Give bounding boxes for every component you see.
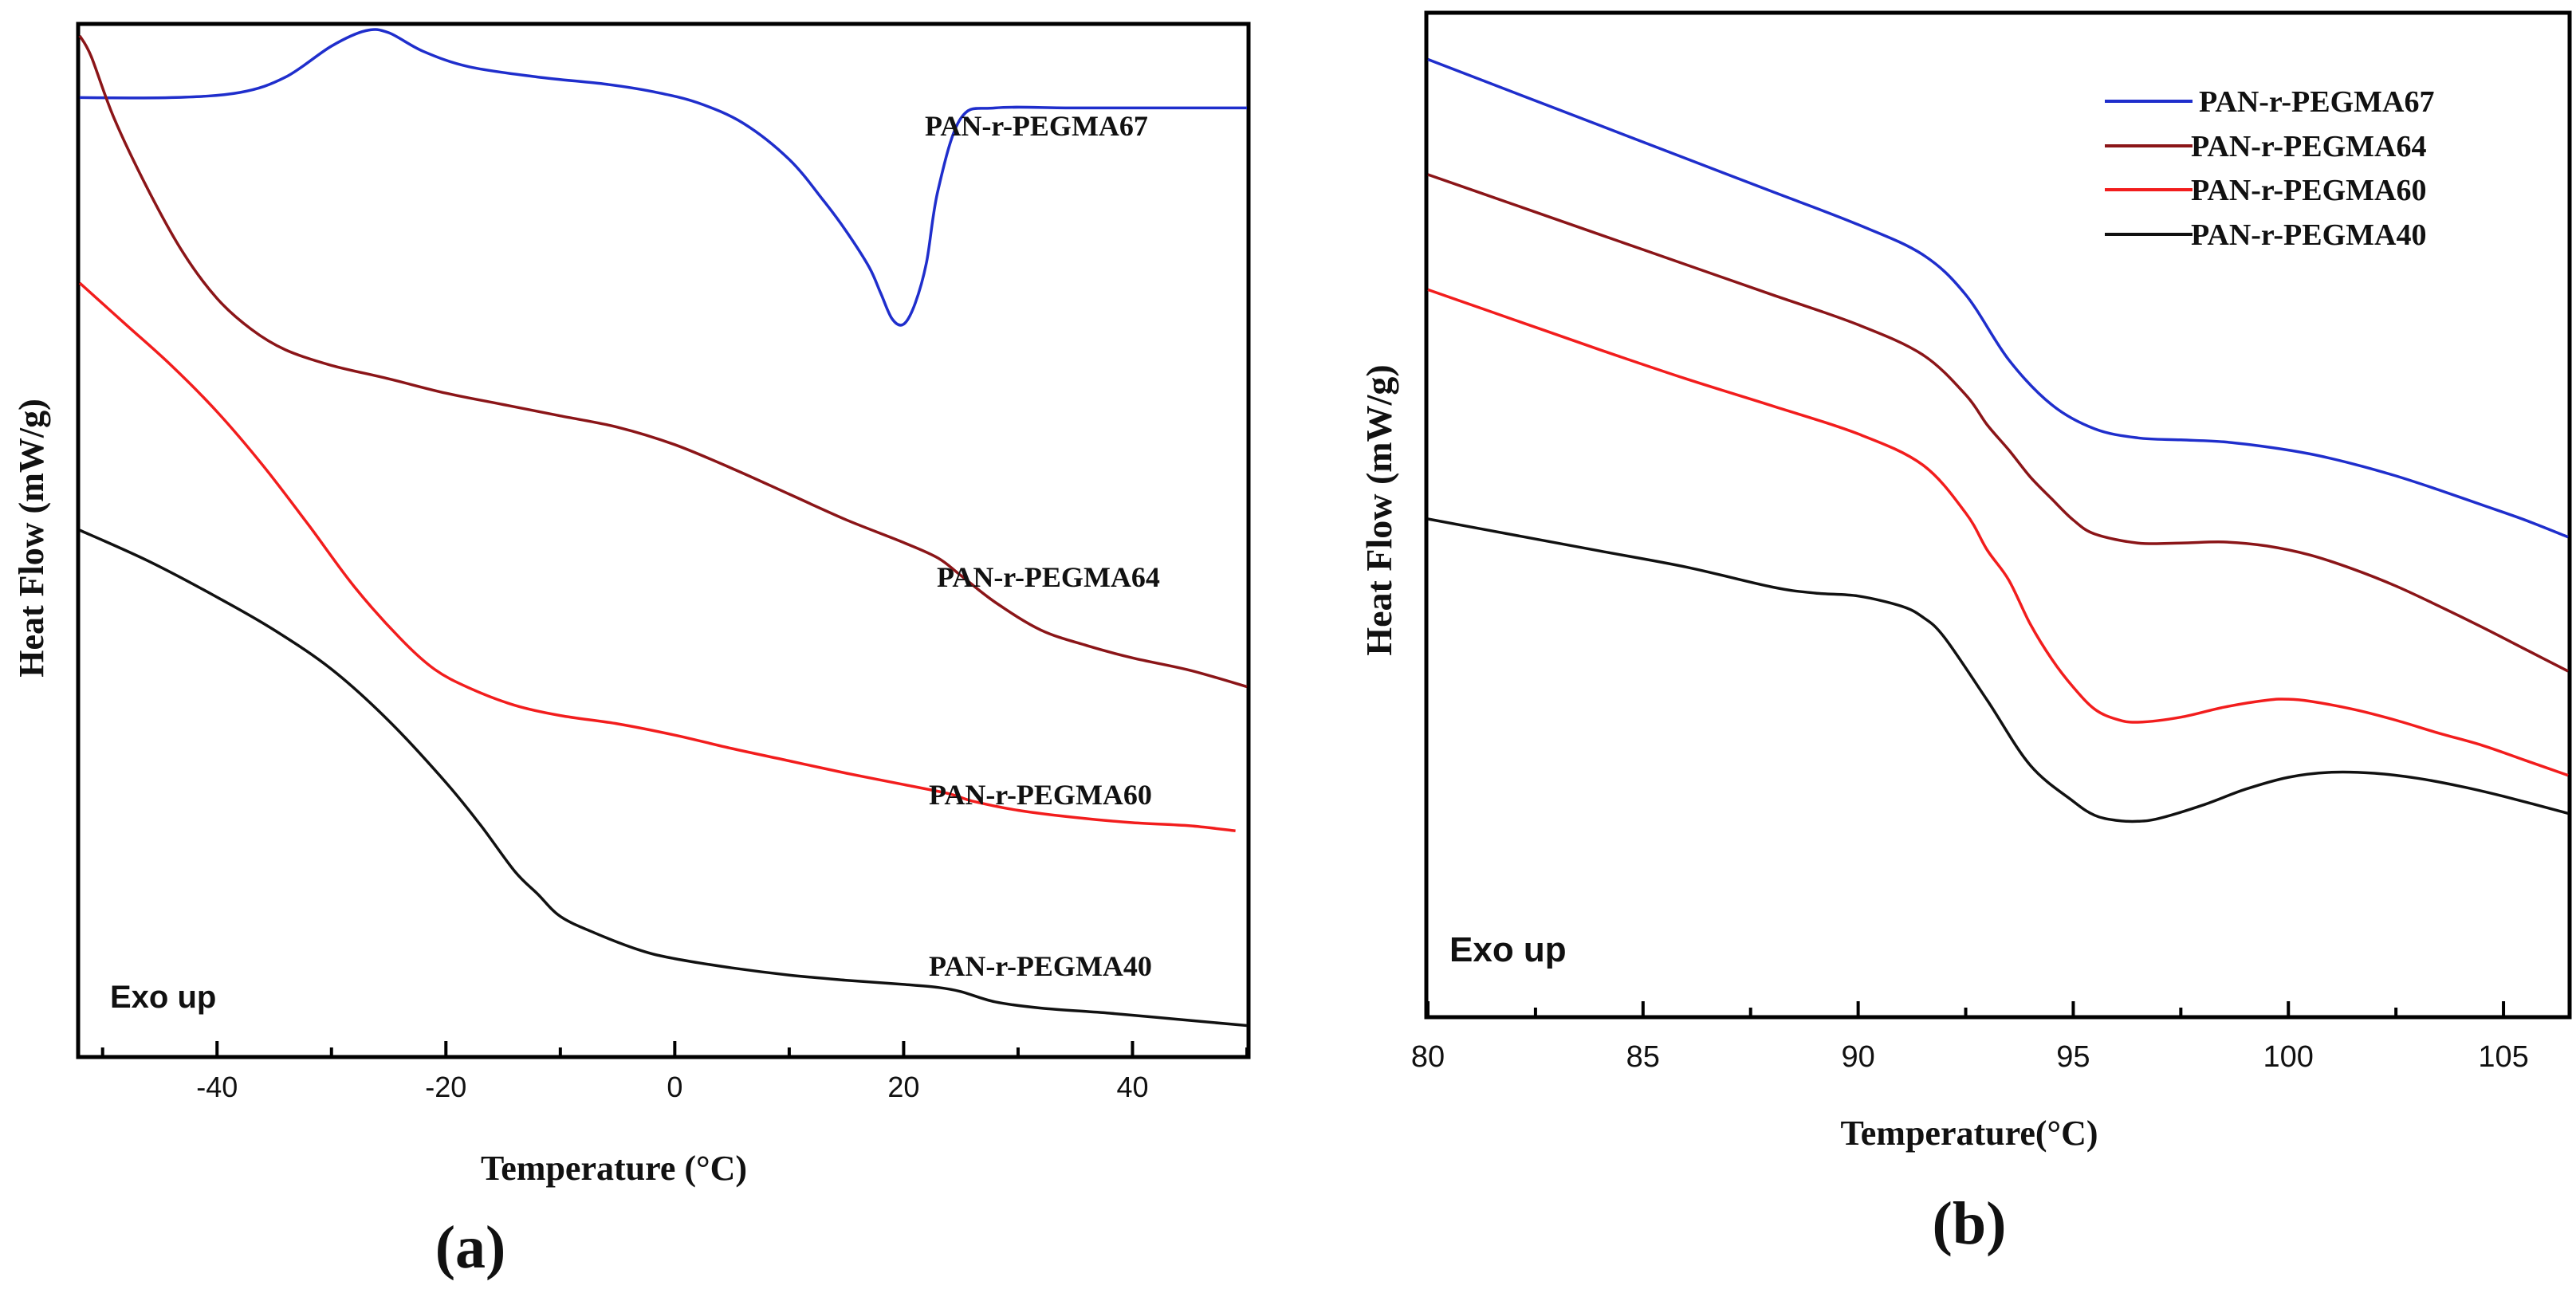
series-line-pan-r-pegma67-a (79, 28, 1247, 327)
x-tick-label-a: -40 (196, 1071, 238, 1103)
plot-frame-a (76, 22, 1251, 1059)
x-axis-title-b: Temperature(°C) (1840, 1114, 2098, 1153)
series-label-pegma64-a: PAN-r-PEGMA64 (937, 561, 1160, 593)
series-line-pan-r-pegma40-b (1427, 517, 2569, 823)
legend-label-pegma60: PAN-r-PEGMA60 (2191, 174, 2426, 207)
x-tick-label-b: 95 (2056, 1040, 2090, 1074)
series-line-pan-r-pegma60-a (78, 281, 1236, 833)
x-tick-label-a: -20 (425, 1071, 466, 1103)
exo-up-annotation-b: Exo up (1449, 930, 1567, 969)
series-line-pan-r-pegma67-b (1427, 57, 2569, 539)
series-line-pan-r-pegma64-a (78, 34, 1248, 689)
x-tick-label-b: 105 (2478, 1040, 2528, 1074)
panel-label-b: (b) (1933, 1190, 2007, 1257)
y-axis-title-a: Heat Flow (mW/g) (12, 399, 51, 677)
legend-b: PAN-r-PEGMA67 PAN-r-PEGMA64 PAN-r-PEGMA6… (2105, 85, 2434, 252)
plot-frame-b (1424, 10, 2572, 1020)
x-tick-label-b: 90 (1841, 1040, 1874, 1074)
series-label-pegma67-a: PAN-r-PEGMA67 (925, 110, 1148, 142)
panel-b: 80 85 90 95 100 105 PAN-r-PEGMA67 PAN-r-PEGMA… (1359, 10, 2572, 1257)
legend-label-pegma67: PAN-r-PEGMA67 (2199, 85, 2434, 119)
exo-up-annotation-a: Exo up (110, 980, 216, 1015)
series-group-b (1427, 57, 2569, 823)
x-tick-label-b: 80 (1411, 1040, 1445, 1074)
series-label-pegma60-a: PAN-r-PEGMA60 (929, 779, 1152, 811)
x-axis-title-a: Temperature (°C) (481, 1149, 747, 1188)
series-line-pan-r-pegma64-b (1427, 173, 2569, 673)
x-tick-label-b: 100 (2263, 1040, 2314, 1074)
x-tick-label-a: 40 (1116, 1071, 1148, 1103)
y-axis-title-b: Heat Flow (mW/g) (1359, 364, 1399, 655)
x-tick-label-a: 20 (887, 1071, 919, 1103)
series-label-pegma40-a: PAN-r-PEGMA40 (929, 950, 1152, 982)
panel-a: -40 -20 0 20 40 PAN-r-PEGMA67 PAN-r-PEGMA64 … (12, 22, 1251, 1281)
series-line-pan-r-pegma60-b (1427, 288, 2569, 777)
series-line-pan-r-pegma40-a (79, 529, 1248, 1028)
legend-label-pegma40: PAN-r-PEGMA40 (2191, 218, 2426, 252)
legend-label-pegma64: PAN-r-PEGMA64 (2191, 130, 2426, 163)
series-group-a (78, 28, 1248, 1028)
x-tick-label-b: 85 (1626, 1040, 1660, 1074)
panel-label-a: (a) (435, 1214, 506, 1281)
x-axis-ticks-a: -40 -20 0 20 40 (100, 1041, 1249, 1103)
x-tick-label-a: 0 (667, 1071, 682, 1103)
x-axis-ticks-b: 80 85 90 95 100 105 (1411, 1001, 2529, 1074)
